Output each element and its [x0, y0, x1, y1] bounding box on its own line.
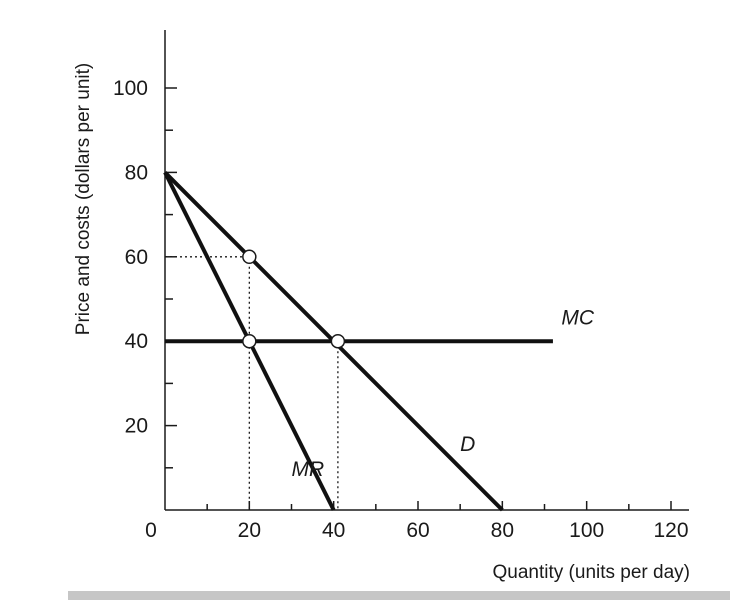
x-tick-label: 100: [569, 519, 604, 542]
y-tick-label: 80: [125, 161, 148, 184]
x-tick-label: 120: [653, 519, 688, 542]
intersection-markers: [242, 249, 346, 349]
x-tick-label: 80: [491, 519, 514, 542]
y-tick-label: 100: [113, 77, 148, 100]
intersection-point: [330, 333, 346, 349]
curve-labels: D MR MC: [292, 306, 595, 481]
x-tick-label: 20: [238, 519, 261, 542]
y-tick-label: 20: [125, 415, 148, 438]
intersection-point: [242, 249, 257, 265]
axes: [164, 30, 689, 511]
x-tick-label: 0: [145, 519, 157, 542]
y-tick-label: 40: [125, 330, 148, 353]
y-tick-label: 60: [125, 246, 148, 269]
curve-label-mr: MR: [292, 458, 325, 481]
x-tick-label: 40: [322, 519, 345, 542]
dotted-guides: [165, 256, 339, 510]
bottom-scroll-bar: [68, 591, 730, 600]
curves: [163, 170, 553, 512]
x-axis-label: Quantity (units per day): [493, 562, 690, 583]
y-axis-label: Price and costs (dollars per unit): [73, 63, 94, 335]
curve-label-mc: MC: [561, 306, 594, 329]
curve-label-d: D: [460, 433, 475, 456]
axis-ticks: 0 20 40 60 80 100 120 20 40 60 80 100: [113, 77, 689, 542]
intersection-point: [242, 333, 257, 349]
x-tick-label: 60: [406, 519, 429, 542]
